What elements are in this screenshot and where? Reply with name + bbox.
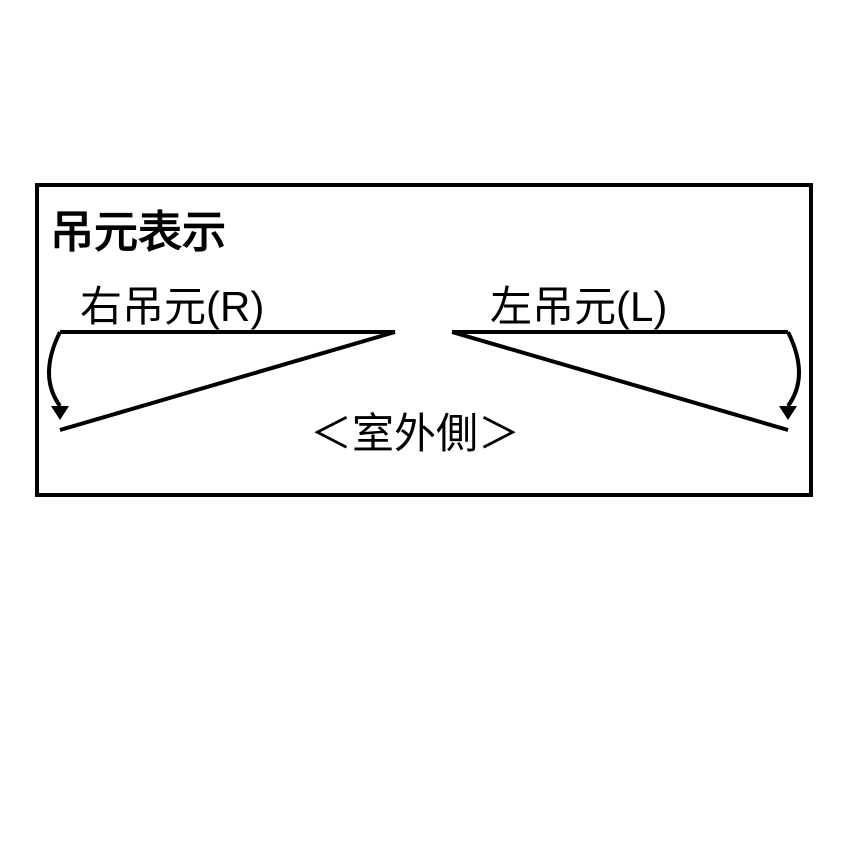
canvas: 吊元表示 右吊元(R) 左吊元(L) ＜室外側＞ xyxy=(0,0,846,846)
swing-diagram-svg xyxy=(0,0,846,846)
